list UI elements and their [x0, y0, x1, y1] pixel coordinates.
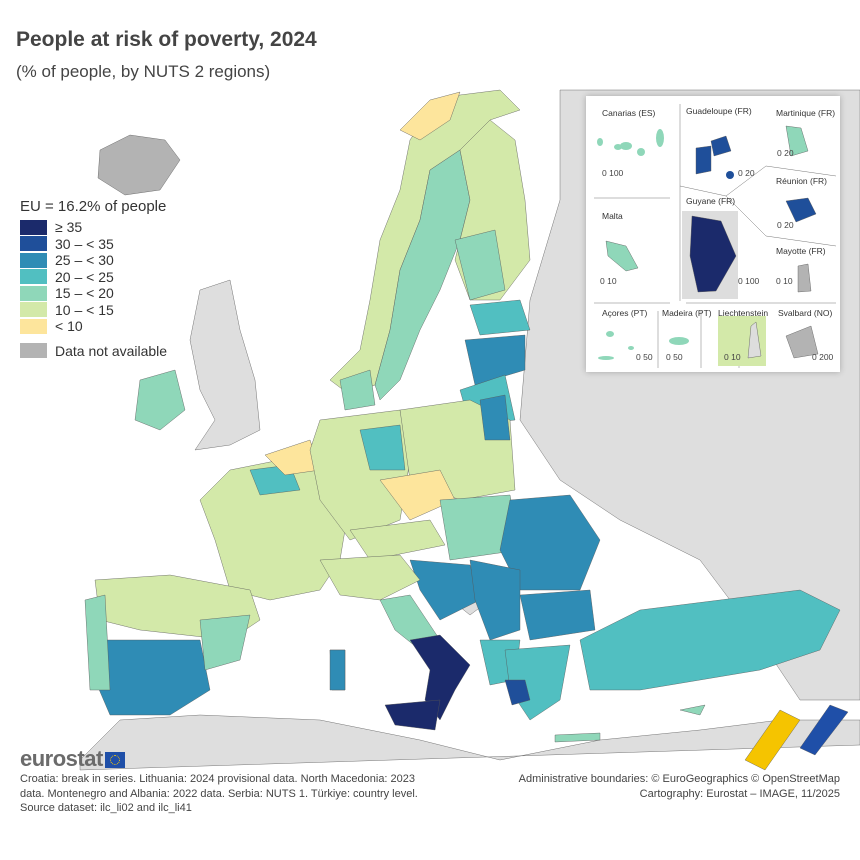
- poland-east: [479, 394, 511, 441]
- cyprus: [679, 704, 706, 716]
- scale-bar: 0 100: [602, 168, 624, 178]
- inset-label-guyane: Guyane (FR): [686, 196, 736, 206]
- page-subtitle: (% of people, by NUTS 2 regions): [16, 62, 271, 81]
- ireland: [134, 369, 186, 431]
- cartography-credit: Cartography: Eurostat – IMAGE, 11/2025: [639, 787, 840, 800]
- inset-label-madeira: Madeira (PT): [662, 308, 712, 318]
- estonia: [469, 299, 531, 336]
- iceland: [97, 134, 181, 196]
- legend-label: 15 – < 20: [55, 285, 114, 302]
- legend-swatch: [20, 302, 47, 318]
- italy-north: [319, 554, 421, 601]
- boundaries-credit: Administrative boundaries: © EuroGeograp…: [518, 773, 840, 785]
- legend: EU = 16.2% of people ≥ 35 30 – < 35 25 – <…: [20, 198, 167, 359]
- notes-text: Croatia: break in series. Lithuania: 202…: [20, 773, 418, 800]
- scale-bar: 0 10: [724, 352, 741, 362]
- source-text: Source dataset: ilc_li02 and ilc_li41: [20, 802, 192, 814]
- inset-label-liechtenstein: Liechtenstein: [718, 308, 769, 318]
- legend-label: 25 – < 30: [55, 252, 114, 269]
- inset-label-mayotte: Mayotte (FR): [776, 246, 826, 256]
- scale-bar: 0 20: [738, 168, 755, 178]
- logo-stripe-yellow: [744, 709, 801, 771]
- germany-east: [359, 424, 406, 471]
- logo-stripe-blue: [799, 704, 849, 756]
- turkiye: [579, 589, 841, 691]
- inset-label-martinique: Martinique (FR): [776, 108, 836, 118]
- legend-label: 20 – < 25: [55, 268, 114, 285]
- legend-label: 10 – < 15: [55, 301, 114, 318]
- sicilia: [384, 699, 441, 731]
- scale-bar: 0 20: [777, 148, 794, 158]
- latvia: [464, 334, 526, 386]
- inset-label-guadeloupe: Guadeloupe (FR): [686, 106, 752, 116]
- croatia-bosnia: [409, 559, 481, 621]
- austria: [349, 519, 446, 561]
- legend-item: 10 – < 15: [20, 302, 167, 319]
- spain-south: [94, 639, 211, 716]
- legend-swatch: [20, 219, 47, 235]
- legend-item: 30 – < 35: [20, 236, 167, 253]
- legend-swatch: [20, 318, 47, 334]
- eu-flag-icon: [104, 752, 125, 769]
- great-britain: [189, 279, 261, 451]
- norway-north: [399, 91, 461, 141]
- italy-south: [409, 634, 471, 721]
- inset-label-reunion: Réunion (FR): [776, 176, 828, 186]
- north-africa: [79, 714, 860, 771]
- inset-label-canarias: Canarias (ES): [602, 108, 656, 118]
- inset-label-malta: Malta: [602, 211, 623, 221]
- legend-swatch: [20, 236, 47, 252]
- legend-label: 30 – < 35: [55, 235, 114, 252]
- legend-item: 15 – < 20: [20, 285, 167, 302]
- page-title: People at risk of poverty, 2024: [16, 28, 317, 51]
- crete: [554, 732, 601, 743]
- legend-label: Data not available: [55, 342, 168, 359]
- legend-item: 25 – < 30: [20, 252, 167, 269]
- portugal: [84, 594, 111, 691]
- legend-item-na: Data not available: [20, 343, 167, 360]
- denmark: [339, 369, 376, 411]
- scale-bar: 0 100: [738, 276, 760, 286]
- bulgaria: [519, 589, 596, 641]
- credits: Administrative boundaries: © EuroGeograp…: [519, 772, 840, 801]
- logo-text: eurostat: [20, 746, 103, 771]
- legend-label: < 10: [55, 318, 83, 335]
- legend-swatch: [20, 285, 47, 301]
- scale-bar: 0 50: [636, 352, 653, 362]
- eurostat-logo: eurostat: [20, 746, 125, 772]
- legend-item: 20 – < 25: [20, 269, 167, 286]
- serbia: [469, 559, 521, 641]
- legend-swatch: [20, 252, 47, 268]
- inset-label-acores: Açores (PT): [602, 308, 648, 318]
- inset-shapes: [594, 104, 837, 368]
- greece-west: [504, 679, 531, 706]
- legend-item: ≥ 35: [20, 219, 167, 236]
- footnotes: Croatia: break in series. Lithuania: 202…: [20, 772, 430, 816]
- scale-bar: 0 50: [666, 352, 683, 362]
- scale-bar: 0 20: [777, 220, 794, 230]
- inset-label-svalbard: Svalbard (NO): [778, 308, 833, 318]
- legend-swatch: [20, 269, 47, 285]
- inset-maps-panel: Canarias (ES) Guadeloupe (FR) Martinique…: [586, 96, 840, 372]
- finland-south: [454, 229, 506, 301]
- legend-label: ≥ 35: [55, 219, 83, 236]
- legend-swatch: [20, 343, 47, 359]
- legend-item: < 10: [20, 318, 167, 335]
- legend-title: EU = 16.2% of people: [20, 198, 167, 215]
- scale-bar: 0 200: [812, 352, 834, 362]
- spain-east: [199, 614, 251, 671]
- romania: [499, 494, 601, 591]
- scale-bar: 0 10: [776, 276, 793, 286]
- sardegna: [329, 649, 346, 691]
- scale-bar: 0 10: [600, 276, 617, 286]
